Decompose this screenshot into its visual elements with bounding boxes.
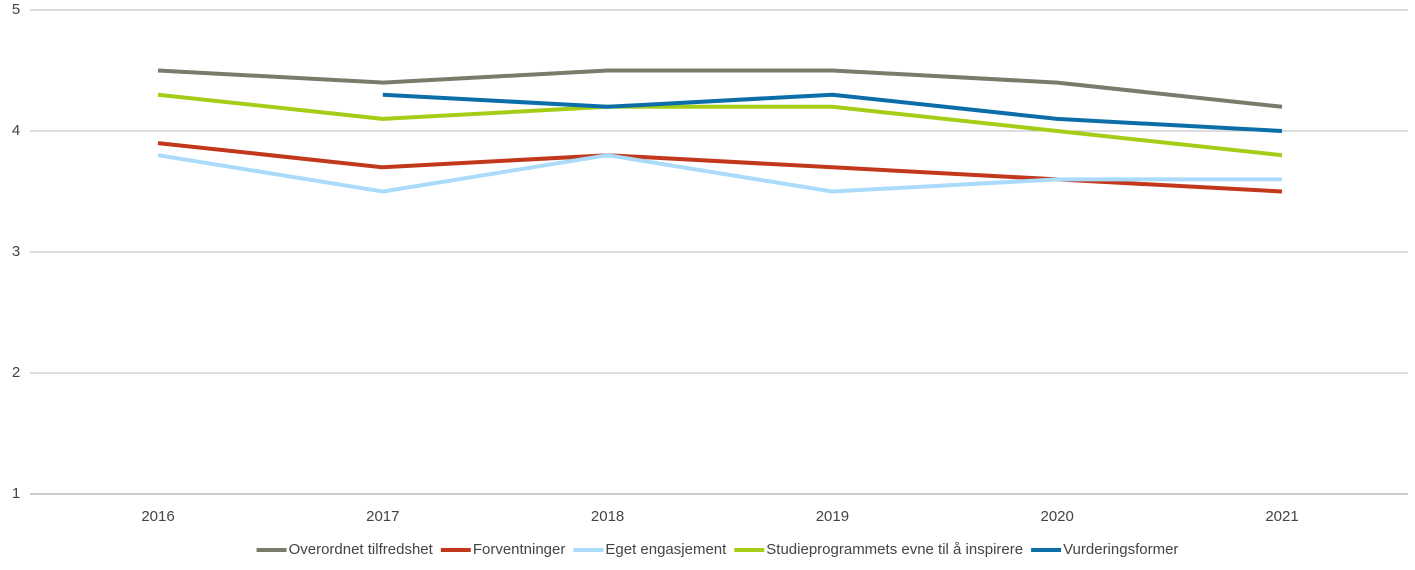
y-tick-label: 4 xyxy=(12,122,20,139)
y-tick-label: 3 xyxy=(12,243,20,260)
y-tick-label: 5 xyxy=(12,1,20,18)
x-tick-label: 2018 xyxy=(591,508,624,525)
legend-label: Vurderingsformer xyxy=(1063,541,1178,558)
line-series xyxy=(157,141,1283,194)
legend-label: Studieprogrammets evne til å inspirere xyxy=(766,541,1023,558)
x-tick-label: 2016 xyxy=(141,508,174,525)
line-series xyxy=(157,68,1283,109)
legend-label: Forventninger xyxy=(473,541,566,558)
legend-label: Eget engasjement xyxy=(605,541,727,558)
legend-label: Overordnet tilfredshet xyxy=(289,541,434,558)
x-tick-label: 2019 xyxy=(816,508,849,525)
line-series xyxy=(382,92,1283,133)
x-tick-label: 2020 xyxy=(1041,508,1074,525)
y-tick-label: 2 xyxy=(12,364,20,381)
x-tick-label: 2017 xyxy=(366,508,399,525)
y-tick-label: 1 xyxy=(12,485,20,502)
x-tick-label: 2021 xyxy=(1265,508,1298,525)
line-series xyxy=(157,153,1282,194)
line-series xyxy=(157,92,1283,158)
